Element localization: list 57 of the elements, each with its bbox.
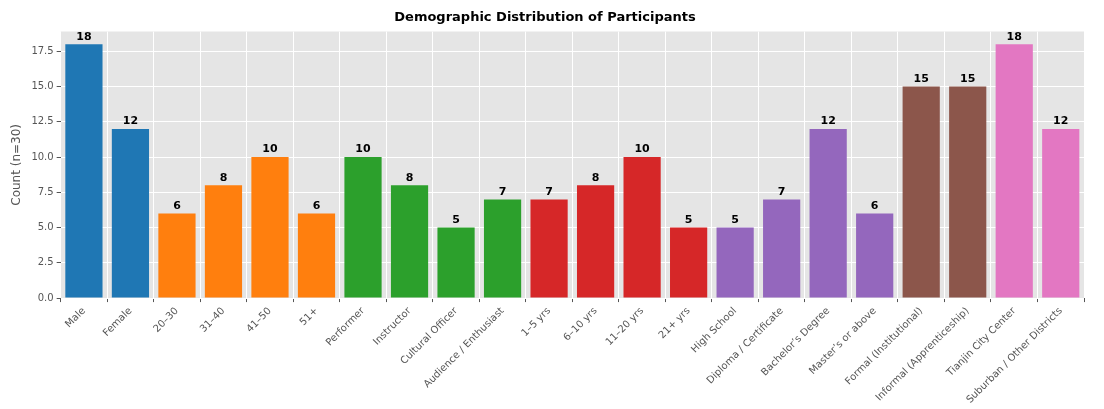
data-label: 12 xyxy=(820,114,836,128)
y-tick-label: 17.5 xyxy=(31,44,54,56)
data-label: 8 xyxy=(591,170,600,184)
data-label: 10 xyxy=(355,142,372,156)
data-label: 10 xyxy=(262,142,278,156)
bar xyxy=(111,128,150,298)
data-label: 5 xyxy=(731,212,739,226)
bar xyxy=(670,227,708,298)
x-tick-label: 1–5 yrs xyxy=(518,304,553,339)
data-label: 7 xyxy=(498,184,507,198)
bar xyxy=(204,185,243,298)
x-tick-label: 51+ xyxy=(297,304,320,328)
data-label: 6 xyxy=(312,198,321,212)
x-tick-label: 21+ yrs xyxy=(656,304,692,341)
data-label: 8 xyxy=(405,170,414,184)
data-label: 7 xyxy=(545,184,553,198)
y-tick-label: 12.5 xyxy=(31,115,54,127)
data-label: 15 xyxy=(913,71,929,85)
bar xyxy=(483,199,522,298)
chart-title: Demographic Distribution of Participants xyxy=(394,9,696,25)
y-tick-label: 7.5 xyxy=(37,185,54,197)
data-label: 8 xyxy=(219,170,228,184)
bar xyxy=(390,185,429,298)
data-label: 6 xyxy=(173,198,182,212)
bar xyxy=(623,157,661,298)
data-label: 18 xyxy=(76,29,92,43)
data-label: 12 xyxy=(122,114,139,128)
bar xyxy=(158,213,196,298)
bar xyxy=(809,128,847,298)
bar xyxy=(856,213,894,298)
bar xyxy=(949,86,987,298)
y-axis-title: Count (n=30) xyxy=(9,123,24,206)
bar xyxy=(437,227,475,298)
bar xyxy=(716,227,754,298)
y-tick-label: 10.0 xyxy=(31,150,54,162)
data-label: 10 xyxy=(634,142,651,156)
y-tick-label: 2.5 xyxy=(37,256,54,268)
y-tick-label: 5.0 xyxy=(37,221,54,233)
data-label: 6 xyxy=(870,198,879,212)
data-label: 5 xyxy=(452,212,460,226)
bar xyxy=(344,157,382,298)
data-label: 15 xyxy=(960,71,976,85)
data-label: 12 xyxy=(1053,114,1069,128)
bar xyxy=(995,44,1033,298)
data-label: 18 xyxy=(1006,29,1022,43)
bar xyxy=(1042,128,1080,298)
bar xyxy=(902,86,940,298)
bar xyxy=(576,185,615,298)
y-tick-label: 15.0 xyxy=(31,80,54,92)
data-label: 5 xyxy=(684,212,693,226)
y-tick-label: 0.0 xyxy=(37,291,54,303)
bar xyxy=(763,199,801,298)
bar xyxy=(251,157,289,298)
bar xyxy=(297,213,336,298)
bar xyxy=(65,44,103,298)
data-label: 7 xyxy=(777,184,786,198)
bar xyxy=(530,199,568,298)
